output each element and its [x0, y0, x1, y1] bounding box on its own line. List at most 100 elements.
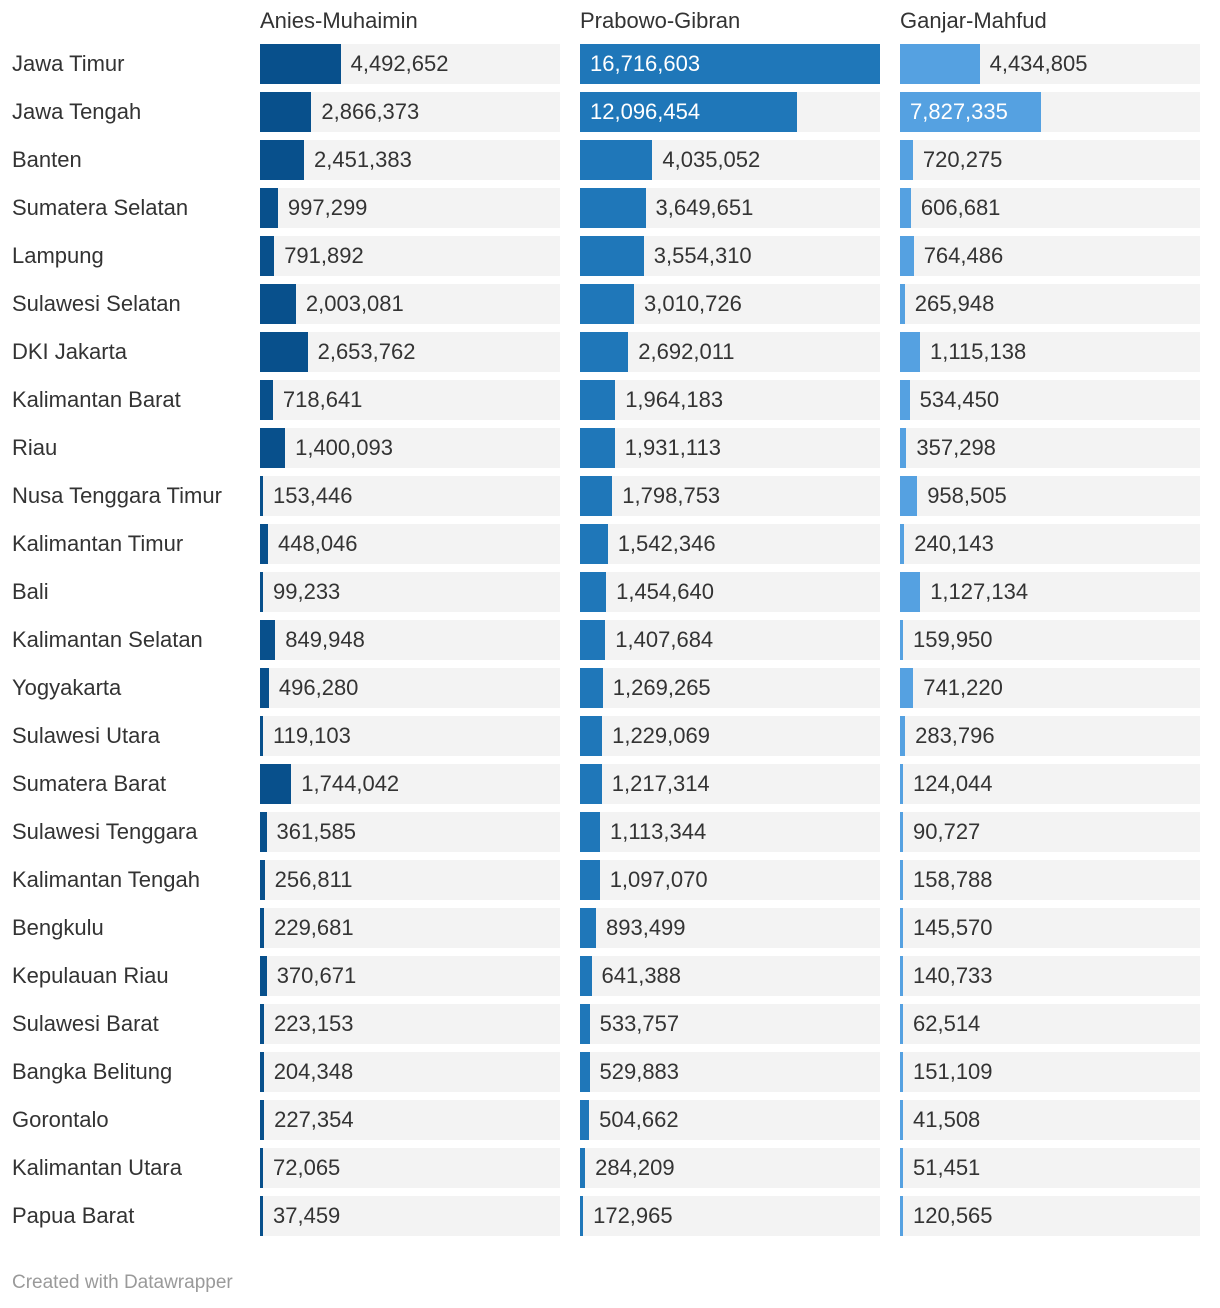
value-label: 1,542,346	[617, 531, 716, 556]
value-label: 1,229,069	[612, 723, 710, 748]
bar-track: 256,811	[260, 860, 560, 900]
bar-track: 1,097,070	[580, 860, 880, 900]
value-label: 3,010,726	[644, 291, 742, 316]
bar-track: 1,113,344	[580, 812, 880, 852]
bar-track: 1,744,042	[260, 764, 560, 804]
bar	[900, 812, 903, 852]
bar	[260, 1052, 264, 1092]
bar	[900, 716, 906, 756]
value-label: 51,451	[913, 1155, 981, 1180]
value-label: 370,671	[276, 963, 357, 988]
value-label: 504,662	[599, 1107, 679, 1132]
value-label: 124,044	[913, 771, 993, 796]
bar	[580, 1052, 590, 1092]
bar	[900, 188, 911, 228]
bar-track: 1,798,753	[580, 476, 880, 516]
value-label: 2,653,762	[317, 339, 416, 364]
bar-track: 51,451	[900, 1148, 1200, 1188]
bar-track: 37,459	[260, 1196, 560, 1236]
bar	[900, 908, 903, 948]
bar	[260, 716, 263, 756]
value-label: 153,446	[273, 483, 353, 508]
bar	[260, 236, 275, 276]
row-label: Jawa Tengah	[12, 99, 142, 124]
column-header-1: Prabowo-Gibran	[580, 8, 741, 33]
bar	[260, 956, 267, 996]
value-label: 718,641	[282, 387, 363, 412]
bar	[580, 44, 880, 84]
bar-track: 849,948	[260, 620, 560, 660]
bar	[900, 284, 905, 324]
value-label: 72,065	[273, 1155, 341, 1180]
value-label: 4,492,652	[350, 51, 449, 76]
row-label: DKI Jakarta	[12, 339, 127, 364]
bar	[900, 572, 921, 612]
bar-track: 4,035,052	[580, 140, 880, 180]
value-label: 764,486	[923, 243, 1004, 268]
value-label: 1,407,684	[615, 627, 714, 652]
bar-track: 720,275	[900, 140, 1200, 180]
row-label: Sumatera Selatan	[12, 195, 189, 220]
value-label: 357,298	[916, 435, 996, 460]
bar-track: 240,143	[900, 524, 1200, 564]
value-label: 997,299	[287, 195, 368, 220]
value-label: 533,757	[599, 1011, 680, 1036]
bar-track: 99,233	[260, 572, 560, 612]
bar-track: 1,229,069	[580, 716, 880, 756]
bar	[580, 92, 798, 132]
bar	[580, 188, 646, 228]
value-label: 1,798,753	[622, 483, 721, 508]
value-label: 496,280	[278, 675, 359, 700]
bar-track: 1,115,138	[900, 332, 1200, 372]
bar-track: 791,892	[260, 236, 560, 276]
value-label: 283,796	[915, 723, 995, 748]
bar-track: 158,788	[900, 860, 1200, 900]
bar-track: 1,964,183	[580, 380, 880, 420]
value-label: 720,275	[922, 147, 1003, 172]
bar	[580, 572, 607, 612]
value-label: 159,950	[913, 627, 993, 652]
value-label: 7,827,335	[910, 99, 1008, 124]
bar-track: 283,796	[900, 716, 1200, 756]
bar-track: 151,109	[900, 1052, 1200, 1092]
bar	[260, 188, 278, 228]
bar-track: 3,010,726	[580, 284, 880, 324]
bar	[900, 1004, 903, 1044]
bar-track: 41,508	[900, 1100, 1200, 1140]
bar	[580, 716, 603, 756]
row-label: Nusa Tenggara Timur	[12, 483, 222, 508]
bar	[580, 140, 653, 180]
value-label: 240,143	[914, 531, 994, 556]
row-label: Gorontalo	[12, 1107, 109, 1132]
value-label: 1,115,138	[930, 339, 1027, 364]
bar	[580, 956, 592, 996]
row-label: Kepulauan Riau	[12, 963, 169, 988]
bar	[580, 1196, 584, 1236]
value-label: 1,931,113	[624, 435, 721, 460]
bar	[580, 236, 644, 276]
row-label: Kalimantan Selatan	[12, 627, 203, 652]
row-label: Sulawesi Tenggara	[12, 819, 198, 844]
bar-track: 159,950	[900, 620, 1200, 660]
row-label: Riau	[12, 435, 58, 460]
row-label: Yogyakarta	[12, 675, 122, 700]
value-label: 641,388	[601, 963, 682, 988]
bar-track: 1,542,346	[580, 524, 880, 564]
value-label: 16,716,603	[590, 51, 701, 76]
bar-track: 284,209	[580, 1148, 880, 1188]
row-label: Bengkulu	[12, 915, 104, 940]
value-label: 1,269,265	[612, 675, 711, 700]
bar	[900, 860, 903, 900]
bar	[260, 332, 308, 372]
value-label: 90,727	[913, 819, 981, 844]
value-label: 265,948	[914, 291, 995, 316]
value-label: 2,692,011	[638, 339, 735, 364]
value-label: 120,565	[913, 1203, 993, 1228]
bar	[260, 92, 312, 132]
value-label: 606,681	[920, 195, 1001, 220]
bar-track: 72,065	[260, 1148, 560, 1188]
bar	[900, 92, 1041, 132]
bar-track: 153,446	[260, 476, 560, 516]
bar-track: 764,486	[900, 236, 1200, 276]
